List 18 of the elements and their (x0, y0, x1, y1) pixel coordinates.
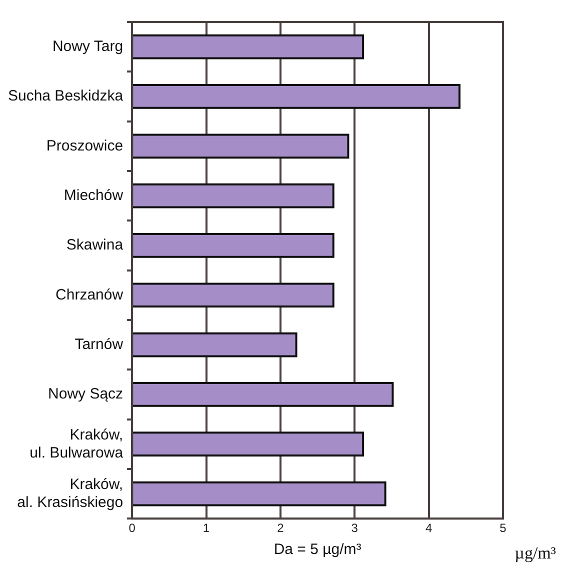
x-tick-label: 2 (277, 521, 284, 536)
y-tick-label: Chrzanów (56, 286, 124, 304)
y-tick-label: Kraków, ul. Bulwarowa (30, 426, 124, 462)
y-tick-label: Proszowice (46, 137, 124, 154)
y-tick-label: Skawina (66, 236, 124, 254)
x-tick-label: 4 (425, 521, 432, 536)
x-tick-label: 1 (202, 521, 210, 536)
y-tick-label: Nowy Targ (52, 38, 124, 55)
y-tick-label: Miechów (64, 186, 124, 204)
y-tick-label: Kraków, al. Krasińskiego (17, 476, 124, 511)
x-tick-label: 3 (351, 521, 358, 536)
y-tick-label: Sucha Beskidzka (8, 88, 124, 105)
y-tick-label: Nowy Sącz (48, 386, 124, 403)
x-axis-title: Da = 5 µg/m³ (274, 541, 362, 558)
y-tick-label: Tarnów (74, 336, 124, 353)
x-tick-label: 5 (500, 521, 507, 536)
text: µg/m³ (514, 544, 556, 563)
x-tick-label: 0 (128, 521, 136, 536)
